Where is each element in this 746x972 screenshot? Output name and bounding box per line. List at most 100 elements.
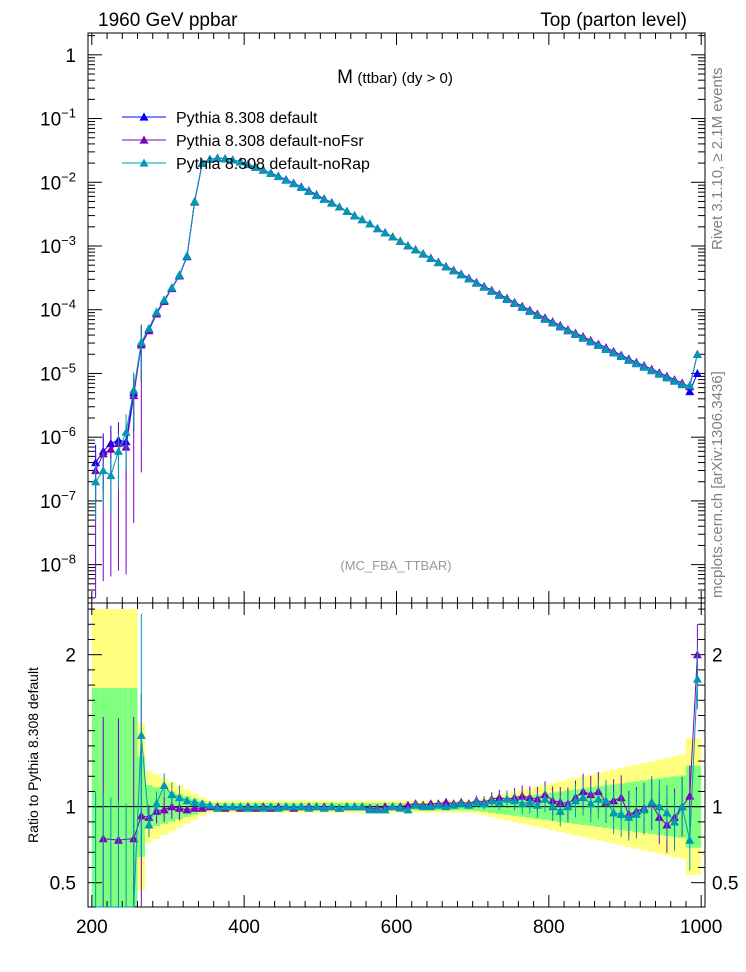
- data-point: [464, 274, 474, 283]
- data-point: [510, 298, 520, 307]
- ratio-point: [342, 802, 352, 811]
- series-default: [91, 153, 702, 501]
- data-point: [342, 206, 352, 215]
- ratio-point: [487, 796, 497, 805]
- data-point: [433, 258, 443, 267]
- ratio-point: [654, 802, 664, 811]
- ratio-point: [647, 797, 657, 806]
- ratio-y-tick-label-right: 0.5: [712, 874, 738, 895]
- ratio-y-tick-label-right: 2: [712, 646, 723, 667]
- ratio-plot-frame: [87, 602, 706, 908]
- data-point: [449, 266, 459, 275]
- header-process: Top (parton level): [540, 10, 687, 31]
- data-point: [403, 241, 413, 250]
- x-tick-label: 800: [533, 917, 565, 938]
- ratio-point: [372, 805, 382, 814]
- data-point: [548, 318, 558, 327]
- plot-title-main: M: [337, 67, 353, 88]
- ratio-point: [243, 803, 253, 812]
- data-point: [273, 172, 283, 181]
- data-point: [304, 186, 314, 195]
- y-tick-label: 10−6: [40, 424, 76, 449]
- ratio-point: [517, 799, 527, 808]
- data-point: [411, 245, 421, 254]
- ratio-point: [205, 800, 215, 809]
- x-tick-label: 400: [228, 917, 260, 938]
- data-point: [289, 179, 299, 188]
- ratio-point: [555, 806, 565, 815]
- y-tick-label: 10−8: [40, 552, 76, 577]
- header-energy: 1960 GeV ppbar: [98, 10, 238, 31]
- ratio-point: [441, 802, 451, 811]
- data-point: [281, 175, 291, 184]
- ratio-point: [251, 802, 261, 811]
- ratio-point: [631, 809, 641, 818]
- data-point: [647, 366, 657, 375]
- ratio-point: [502, 794, 512, 803]
- ratio-point: [525, 797, 535, 806]
- data-point: [631, 359, 641, 368]
- ratio-point: [510, 796, 520, 805]
- x-tick-label: 1000: [680, 917, 722, 938]
- data-point: [106, 444, 116, 453]
- data-point: [571, 329, 581, 339]
- data-point: [197, 158, 207, 167]
- ratio-point: [441, 797, 451, 806]
- ratio-point: [411, 800, 421, 809]
- ratio-point: [532, 800, 542, 809]
- ratio-point: [327, 802, 337, 811]
- data-point: [98, 466, 108, 475]
- data-point: [167, 283, 177, 292]
- data-point: [555, 322, 565, 331]
- ratio-point: [159, 780, 169, 789]
- data-point: [106, 471, 116, 480]
- data-point: [685, 387, 695, 396]
- ratio-point: [190, 797, 200, 806]
- ratio-point: [479, 799, 489, 808]
- plot-title: M (ttbar) (dy > 0): [337, 67, 453, 88]
- ratio-point: [312, 802, 322, 811]
- data-point: [334, 202, 344, 211]
- ratio-point: [167, 790, 177, 799]
- y-tick-label: 10−2: [40, 169, 76, 194]
- legend-entry: Pythia 8.308 default-noFsr: [122, 133, 364, 150]
- legend-label: Pythia 8.308 default: [176, 110, 318, 127]
- data-point: [205, 154, 215, 163]
- data-point: [487, 286, 497, 295]
- ratio-point: [220, 802, 230, 811]
- data-point: [251, 162, 261, 171]
- data-point: [670, 376, 680, 385]
- ratio-point: [662, 808, 672, 817]
- ratio-point: [289, 802, 299, 811]
- series-line: [95, 157, 698, 483]
- ratio-point: [692, 674, 702, 683]
- main-series-layer: [91, 153, 702, 598]
- ratio-point: [159, 805, 169, 814]
- ratio-point: [357, 802, 367, 811]
- ratio-series-noRap: [95, 613, 702, 908]
- data-point: [152, 307, 162, 316]
- data-point: [296, 182, 306, 192]
- data-point: [174, 270, 184, 279]
- ratio-point: [182, 796, 192, 805]
- ratio-point: [212, 803, 222, 812]
- data-point: [212, 153, 222, 162]
- data-point: [91, 477, 101, 486]
- data-point: [327, 198, 337, 207]
- ratio-point: [563, 802, 573, 811]
- legend-entry: Pythia 8.308 default-noRap: [122, 156, 370, 173]
- x-tick-label: 600: [381, 917, 413, 938]
- y-tick-label: 10−3: [40, 233, 76, 258]
- data-point: [243, 160, 253, 169]
- legend-marker: [139, 135, 149, 144]
- data-point: [563, 326, 573, 335]
- ratio-point: [136, 730, 146, 739]
- series-line: [95, 157, 698, 471]
- data-point: [266, 168, 276, 177]
- y-tick-label: 1: [65, 46, 76, 67]
- ratio-y-tick-label-left: 2: [65, 646, 76, 667]
- data-point: [593, 340, 603, 350]
- data-point: [517, 302, 527, 311]
- ratio-point: [494, 797, 504, 806]
- ratio-series-noFsr: [98, 624, 702, 907]
